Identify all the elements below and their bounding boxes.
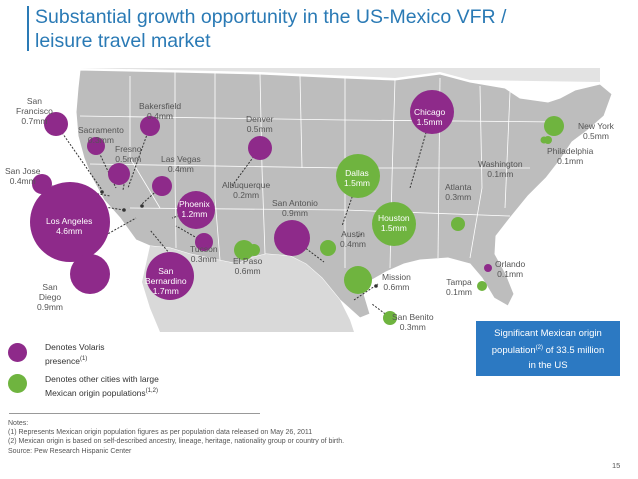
label-san-francisco: San Francisco 0.7mm bbox=[16, 96, 53, 126]
legend-volaris-dot bbox=[8, 343, 27, 362]
label-los-angeles: Los Angeles 4.6mm bbox=[46, 216, 93, 236]
page-title: Substantial growth opportunity in the US… bbox=[35, 5, 595, 53]
bubble-mission bbox=[344, 266, 372, 294]
label-houston: Houston 1.5mm bbox=[378, 213, 410, 233]
bubble-san-benito bbox=[383, 311, 397, 325]
notes-divider bbox=[9, 413, 260, 414]
label-atlanta: Atlanta 0.3mm bbox=[445, 182, 472, 202]
map-graphic bbox=[30, 68, 613, 332]
label-denver: Denver 0.5mm bbox=[246, 114, 274, 134]
bubble-orlando bbox=[484, 264, 492, 272]
label-tucson: Tucson 0.3mm bbox=[190, 244, 218, 264]
label-philadelphia: Philadelphia 0.1mm bbox=[547, 146, 594, 166]
label-austin: Austin 0.4mm bbox=[340, 229, 366, 249]
bubble-atlanta bbox=[451, 217, 465, 231]
bubble-san-bernardino bbox=[146, 252, 194, 300]
label-dallas: Dallas 1.5mm bbox=[344, 168, 370, 188]
label-phoenix: Phoenix 1.2mm bbox=[179, 199, 210, 219]
title-line-1: Substantial growth opportunity in the US… bbox=[35, 6, 507, 28]
label-san-jose: San Jose 0.4mm bbox=[5, 166, 41, 186]
legend-mexican-origin-dot bbox=[8, 374, 27, 393]
bubble-los-angeles bbox=[30, 182, 110, 262]
city-markers bbox=[100, 190, 378, 288]
mexico-landmass bbox=[142, 246, 354, 332]
city-bubbles bbox=[30, 90, 564, 325]
title-accent-bar bbox=[27, 6, 29, 51]
label-albuquerque: Albuquerque 0.2mm bbox=[222, 180, 271, 200]
source-note: Source: Pew Research Hispanic Center bbox=[8, 447, 132, 455]
bubble-sacramento bbox=[87, 137, 105, 155]
label-san-antonio: San Antonio 0.9mm bbox=[272, 198, 318, 218]
bubble-phoenix bbox=[177, 191, 215, 229]
bubble-dallas bbox=[336, 154, 380, 198]
label-fresno: Fresno 0.5mm bbox=[115, 144, 142, 164]
footnotes: Notes: (1) Represents Mexican origin pop… bbox=[8, 419, 344, 456]
bubble-san-diego bbox=[70, 254, 110, 294]
bubble-philadelphia bbox=[540, 136, 548, 144]
bubble-denver bbox=[248, 136, 272, 160]
bubble-new-york bbox=[544, 116, 564, 136]
bubble-las-vegas bbox=[152, 176, 172, 196]
note-1: (1) Represents Mexican origin population… bbox=[8, 429, 313, 437]
label-orlando: Orlando 0.1mm bbox=[495, 259, 526, 279]
label-new-york: New York 0.5mm bbox=[578, 121, 614, 141]
label-chicago: Chicago 1.5mm bbox=[414, 107, 446, 127]
legend-volaris-text: Denotes Volaris presence(1) bbox=[45, 342, 105, 366]
bubble-fresno bbox=[108, 163, 130, 185]
bubble-el-paso bbox=[234, 240, 254, 260]
bubble-bakersfield bbox=[140, 116, 160, 136]
bubble-houston bbox=[372, 202, 416, 246]
label-bakersfield: Bakersfield 0.4mm bbox=[139, 101, 182, 121]
bubble-tampa bbox=[477, 281, 487, 291]
population-callout: Significant Mexican origin population(2)… bbox=[476, 321, 620, 376]
legend-mexican-origin-text: Denotes other cities with large Mexican … bbox=[45, 374, 159, 398]
bubble-chicago bbox=[410, 90, 454, 134]
bubble-tucson bbox=[195, 233, 213, 251]
note-2: (2) Mexican origin is based on self-desc… bbox=[8, 438, 345, 446]
page-number: 15 bbox=[612, 461, 621, 470]
label-sacramento: Sacramento 0.3mm bbox=[78, 125, 124, 145]
us-map: San Francisco 0.7mm Sacramento 0.3mm Bakers… bbox=[0, 68, 638, 332]
label-san-bernardino: San Bernardino 1.7mm bbox=[145, 266, 187, 296]
label-las-vegas: Las Vegas 0.4mm bbox=[161, 154, 201, 174]
label-san-benito: San Benito 0.3mm bbox=[392, 312, 434, 332]
bubble-san-francisco bbox=[44, 112, 68, 136]
label-san-diego: San Diego 0.9mm bbox=[37, 282, 63, 312]
label-el-paso: El Paso 0.6mm bbox=[233, 256, 263, 276]
canada-landmass bbox=[80, 68, 600, 82]
label-washington: Washington 0.1mm bbox=[478, 159, 523, 179]
bubble-austin bbox=[320, 240, 336, 256]
bubble-san-jose bbox=[32, 174, 52, 194]
label-mission: Mission 0.6mm bbox=[382, 272, 411, 292]
label-tampa: Tampa 0.1mm bbox=[446, 277, 472, 297]
bubble-san-antonio bbox=[274, 220, 310, 256]
title-line-2: leisure travel market bbox=[35, 30, 211, 52]
notes-heading: Notes: bbox=[8, 420, 29, 427]
